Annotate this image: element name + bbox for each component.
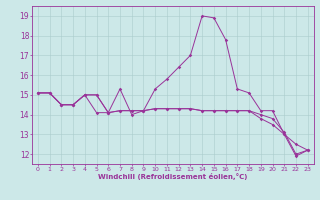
X-axis label: Windchill (Refroidissement éolien,°C): Windchill (Refroidissement éolien,°C) <box>98 173 247 180</box>
